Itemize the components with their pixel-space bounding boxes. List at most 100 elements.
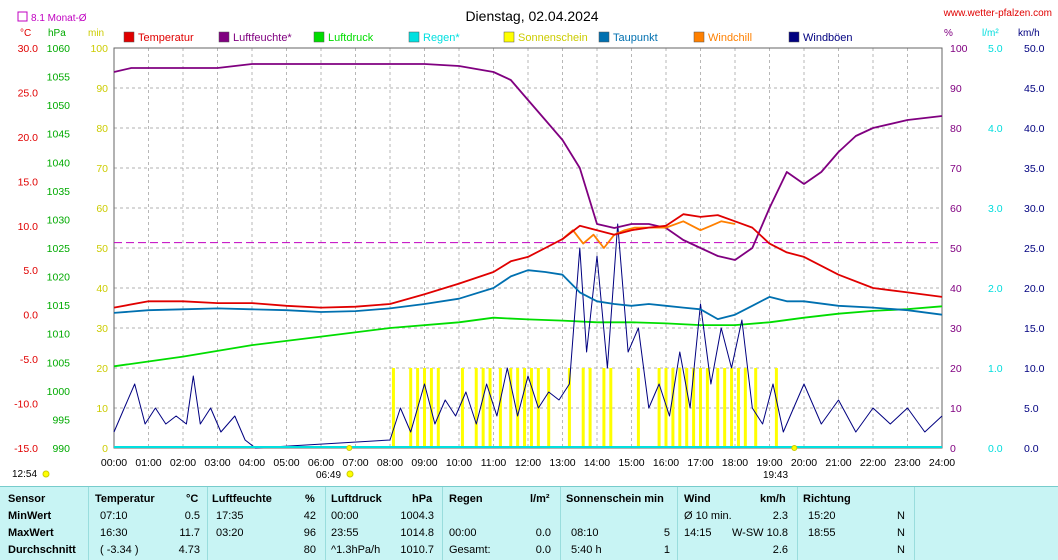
sunshine-bar bbox=[509, 368, 513, 448]
tick-label-x: 04:00 bbox=[239, 457, 265, 469]
legend-swatch bbox=[408, 31, 420, 43]
hdr-press: Luftdruck bbox=[331, 493, 382, 505]
tick-label-press: 1025 bbox=[47, 243, 71, 255]
tick-label-min: 80 bbox=[96, 123, 108, 135]
sunshine-bar bbox=[481, 368, 485, 448]
tick-label-wind: 45.0 bbox=[1024, 83, 1045, 95]
stat-durchschnitt-w-val: 2.6 bbox=[772, 544, 788, 556]
axis-unit-labels: °C hPa min% l/m² km/h bbox=[20, 28, 1040, 39]
sunshine-bar bbox=[523, 368, 527, 448]
sunshine-bar bbox=[423, 368, 426, 448]
tick-label-press: 1040 bbox=[47, 157, 71, 169]
tick-label-press: 995 bbox=[52, 414, 70, 426]
chart-title: Dienstag, 02.04.2024 bbox=[465, 8, 598, 24]
tick-label-x: 02:00 bbox=[170, 457, 196, 469]
sunshine-bar bbox=[581, 368, 585, 448]
sunshine-bar bbox=[429, 368, 433, 448]
sunshine-bar bbox=[498, 368, 502, 448]
tick-label-temp: 15.0 bbox=[18, 176, 39, 188]
sunshine-bar bbox=[474, 368, 478, 448]
sunset-marker bbox=[791, 445, 798, 451]
legend-label: Windchill bbox=[708, 32, 752, 44]
legend-swatch bbox=[503, 31, 515, 43]
tick-label-x: 16:00 bbox=[653, 457, 679, 469]
tick-label-hum: 40 bbox=[950, 283, 962, 295]
legend-swatch bbox=[123, 31, 135, 43]
tick-label-min: 50 bbox=[96, 243, 108, 255]
hdr-hum-unit: % bbox=[305, 493, 315, 505]
tick-label-min: 70 bbox=[96, 163, 108, 175]
axis-unit: km/h bbox=[1018, 28, 1040, 39]
legend-label: Temperatur bbox=[138, 32, 194, 44]
tick-label-hum: 20 bbox=[950, 363, 962, 375]
tick-label-x: 23:00 bbox=[894, 457, 920, 469]
tick-label-min: 0 bbox=[102, 443, 108, 455]
legend-label: Luftdruck bbox=[328, 32, 374, 44]
series-line-temperatur bbox=[113, 213, 943, 309]
tick-label-x: 09:00 bbox=[411, 457, 437, 469]
stat-maxwert-h-time: 03:20 bbox=[216, 527, 244, 539]
hdr-wind: Wind bbox=[684, 493, 711, 505]
tick-label-press: 1060 bbox=[47, 43, 71, 55]
sunshine-bars bbox=[391, 368, 778, 448]
series-line-luftdruck bbox=[113, 305, 943, 368]
axis-unit: min bbox=[88, 28, 104, 39]
series-line-windböen bbox=[113, 223, 943, 449]
stat-durchschnitt-t-time: ( -3.34 ) bbox=[100, 544, 139, 556]
stat-maxwert-h-val: 96 bbox=[303, 527, 316, 539]
hdr-temp: Temperatur bbox=[95, 493, 155, 505]
stat-maxwert-s-time: 08:10 bbox=[571, 527, 599, 539]
tick-label-temp: -15.0 bbox=[14, 443, 38, 455]
tick-label-x: 10:00 bbox=[446, 457, 472, 469]
tick-label-wind: 15.0 bbox=[1024, 323, 1045, 335]
stat-durchschnitt-p-val: 1010.7 bbox=[400, 544, 434, 556]
tick-label-hum: 80 bbox=[950, 123, 962, 135]
tick-label-x: 05:00 bbox=[273, 457, 299, 469]
tick-label-press: 1015 bbox=[47, 300, 71, 312]
tick-label-hum: 90 bbox=[950, 83, 962, 95]
tick-label-x: 00:00 bbox=[101, 457, 127, 469]
tick-label-temp: 20.0 bbox=[18, 132, 39, 144]
sunshine-bar bbox=[743, 368, 747, 448]
tick-label-hum: 50 bbox=[950, 243, 962, 255]
series-line-windchill bbox=[561, 220, 736, 249]
tick-label-temp: -10.0 bbox=[14, 399, 38, 411]
tick-label-press: 1020 bbox=[47, 272, 71, 284]
tick-label-wind: 35.0 bbox=[1024, 163, 1045, 175]
sunrise-time: 06:49 bbox=[316, 470, 341, 481]
tick-label-hum: 100 bbox=[950, 43, 968, 55]
tick-label-temp: 0.0 bbox=[23, 310, 38, 322]
site-link[interactable]: www.wetter-pfalzen.com bbox=[943, 8, 1052, 19]
legend-swatch bbox=[218, 31, 230, 43]
day-length: 12:54 bbox=[12, 469, 37, 480]
tick-label-rain: 3.0 bbox=[988, 203, 1003, 215]
tick-label-press: 990 bbox=[52, 443, 70, 455]
tick-label-rain: 4.0 bbox=[988, 123, 1003, 135]
legend-label: Regen* bbox=[423, 32, 460, 44]
sunshine-bar bbox=[716, 368, 720, 448]
sunshine-bar bbox=[754, 368, 758, 448]
stat-minwert-d-val: N bbox=[897, 510, 905, 522]
legend-label: Sonnenschein bbox=[518, 32, 588, 44]
legend-swatch bbox=[313, 31, 325, 43]
sunshine-bar bbox=[730, 368, 734, 448]
sun-icon bbox=[42, 470, 50, 478]
tick-label-temp: -5.0 bbox=[20, 354, 38, 366]
stat-maxwert-t-time: 16:30 bbox=[100, 527, 128, 539]
sunshine-bar bbox=[657, 368, 661, 448]
tick-label-wind: 40.0 bbox=[1024, 123, 1045, 135]
legend-swatch bbox=[598, 31, 610, 43]
sunshine-bar bbox=[636, 368, 640, 448]
weather-chart: 30.0 25.0 20.0 15.0 10.0 5.0 0.0 -5.0 -10.0 -15.0… bbox=[12, 8, 1052, 481]
tick-label-press: 1030 bbox=[47, 214, 71, 226]
sunshine-bar bbox=[409, 368, 413, 448]
sunshine-bar bbox=[391, 368, 395, 448]
tick-label-press: 1050 bbox=[47, 100, 71, 112]
hdr-temp-unit: °C bbox=[186, 493, 199, 505]
tick-label-press: 1045 bbox=[47, 129, 71, 141]
stat-durchschnitt-p-time: ^1.3hPa/h bbox=[331, 544, 381, 556]
tick-label-wind: 5.0 bbox=[1024, 403, 1039, 415]
tick-label-x: 15:00 bbox=[618, 457, 644, 469]
tick-label-temp: 5.0 bbox=[23, 265, 38, 277]
tick-label-x: 24:00 bbox=[929, 457, 955, 469]
